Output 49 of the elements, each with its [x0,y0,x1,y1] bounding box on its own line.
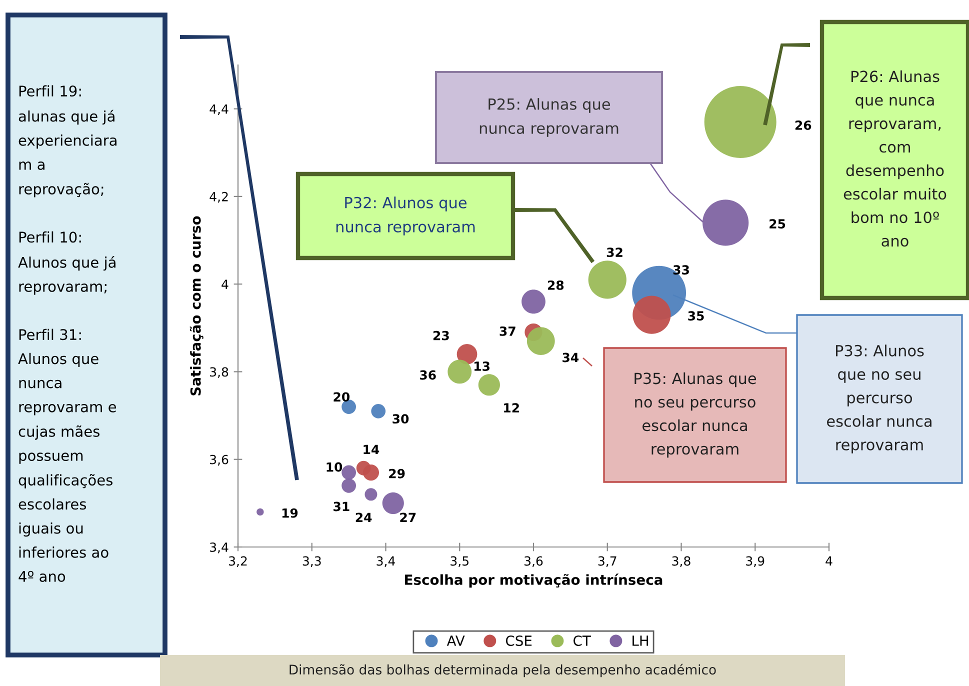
x-tick-label: 3,5 [450,556,468,567]
annotation: 28 [548,280,564,290]
x-tick-label: 3,6 [524,556,543,567]
annotation: 29 [389,468,405,478]
annotation: 10 [326,462,342,472]
annotation: P25: Alunas que nunca reprovaram [480,98,618,137]
annotation: 35 [688,311,704,321]
y-tick-label: 3,8 [210,367,228,378]
annotation: P35: Alunas que no seu percurso escolar nunca reprovaram [634,372,756,458]
x-tick-label: 3,7 [598,556,616,567]
annotation: 13 [474,362,490,371]
annotation: 26 [795,120,812,130]
annotation: 30 [392,414,409,424]
text: P26: Alunas que nunca reprovaram, com desempenho escolar muito bom no 10º ano [844,70,946,247]
y-tick-label: 4 [222,280,228,289]
y-tick-label: 3,6 [210,454,228,466]
annotation: 27 [400,512,416,522]
x-tick-label: 3,9 [746,556,764,567]
text: Perfil 19: alunas que já experienciara m a reprovação; Perfil 10: Alunos que já reprovaram; Perfil 31: Alunos que nunca reprovaram e cujas mães possuem qualificações escolares iguais ou inferiores ao 4º ano [18,85,116,582]
annotation: 33 [673,265,689,275]
legend-label: CT [574,635,591,646]
annotation: 20 [334,392,350,402]
y-tick-label: 4,4 [210,104,228,116]
text: Dimensão das bolhas determinada pela desempenho académico [290,664,716,678]
annotation: 19 [282,508,298,518]
x-tick-label: 4 [826,556,832,566]
y-tick-label: 3,4 [210,542,228,554]
annotation: 37 [500,326,516,336]
annotation: 34 [562,352,579,362]
annotation: 14 [364,444,380,454]
annotation: 31 [334,502,350,512]
annotation: 32 [606,248,622,258]
legend-label: LH [632,636,648,646]
y-tick-label: 4,2 [210,192,228,203]
x-tick-label: 3,3 [302,556,321,567]
y-axis-title: Satisfação com o curso [190,216,204,396]
annotation: P32: Alunos que nunca reprovaram [336,196,475,236]
annotation: 23 [433,330,449,340]
annotation: 12 [504,403,519,412]
annotation: P33: Alunos que no seu percurso escolar nunca reprovaram [827,344,932,454]
annotation: 25 [770,219,786,229]
annotation: 24 [356,512,372,522]
annotation: 36 [420,370,436,380]
x-tick-label: 3,4 [376,556,395,567]
legend-label: AV [446,636,465,646]
x-tick-label: 3,2 [229,556,247,567]
x-tick-label: 3,8 [672,556,690,567]
x-axis-title: Escolha por motivação intrínseca [405,574,662,588]
legend-label: CSE [506,635,532,646]
